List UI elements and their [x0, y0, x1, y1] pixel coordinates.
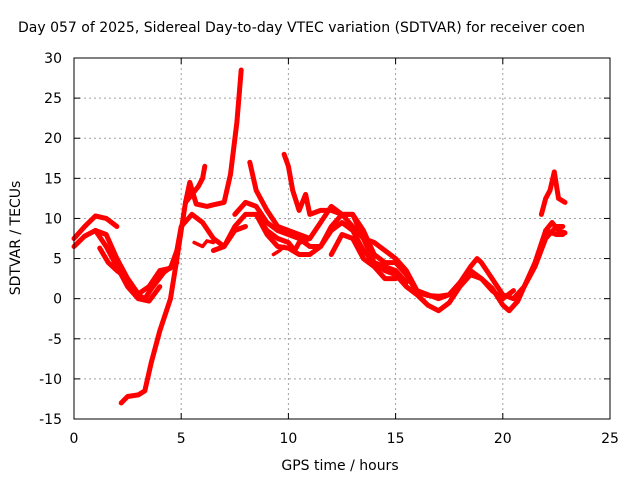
data-series-satellite-track-4	[92, 228, 163, 304]
data-series-satellite-track-5	[118, 67, 244, 406]
x-axis-tick-labels: 0 5 10 15 20 25	[70, 431, 619, 447]
y-tick-label: -10	[39, 372, 62, 388]
y-tick-label: 15	[44, 171, 62, 187]
x-tick-label: 0	[70, 431, 79, 447]
x-axis-label: GPS time / hours	[281, 458, 398, 474]
data-series-satellite-track-9	[232, 199, 566, 302]
chart-title: Day 057 of 2025, Sidereal Day-to-day VTE…	[18, 20, 585, 36]
data-series	[71, 67, 568, 406]
y-tick-label: 20	[44, 131, 62, 147]
data-series-satellite-track-13	[253, 211, 313, 253]
data-series-satellite-track-12	[271, 244, 286, 257]
y-tick-label: 10	[44, 211, 62, 227]
data-series-satellite-track-16	[543, 220, 568, 236]
x-tick-label: 25	[601, 431, 619, 447]
data-series-satellite-track-1	[71, 211, 248, 297]
data-series-satellite-track-6	[183, 163, 208, 205]
data-series-satellite-track-3	[97, 245, 180, 302]
data-series-satellite-track-8	[210, 211, 566, 314]
plot-frame	[73, 57, 611, 420]
y-tick-label: 0	[53, 292, 62, 308]
y-tick-label: 5	[53, 252, 62, 268]
x-tick-label: 5	[177, 431, 186, 447]
data-series-satellite-track-7	[192, 239, 216, 249]
axis-ticks	[73, 57, 611, 420]
x-tick-label: 10	[279, 431, 297, 447]
y-tick-label: 25	[44, 91, 62, 107]
x-tick-label: 20	[494, 431, 512, 447]
y-tick-label: -5	[48, 332, 62, 348]
data-series-satellite-track-11	[281, 151, 409, 286]
x-tick-label: 15	[387, 431, 405, 447]
y-axis-label: SDTVAR / TECUs	[8, 181, 24, 296]
data-series-satellite-track-2	[71, 213, 120, 241]
y-tick-label: -15	[39, 412, 62, 428]
y-tick-label: 30	[44, 51, 62, 67]
y-axis-tick-labels: -15 -10 -5 0 5 10 15 20 25 30	[39, 51, 62, 428]
data-series-satellite-track-14	[328, 232, 399, 282]
data-series-satellite-track-10	[247, 159, 516, 302]
data-series-satellite-track-15	[538, 169, 568, 217]
